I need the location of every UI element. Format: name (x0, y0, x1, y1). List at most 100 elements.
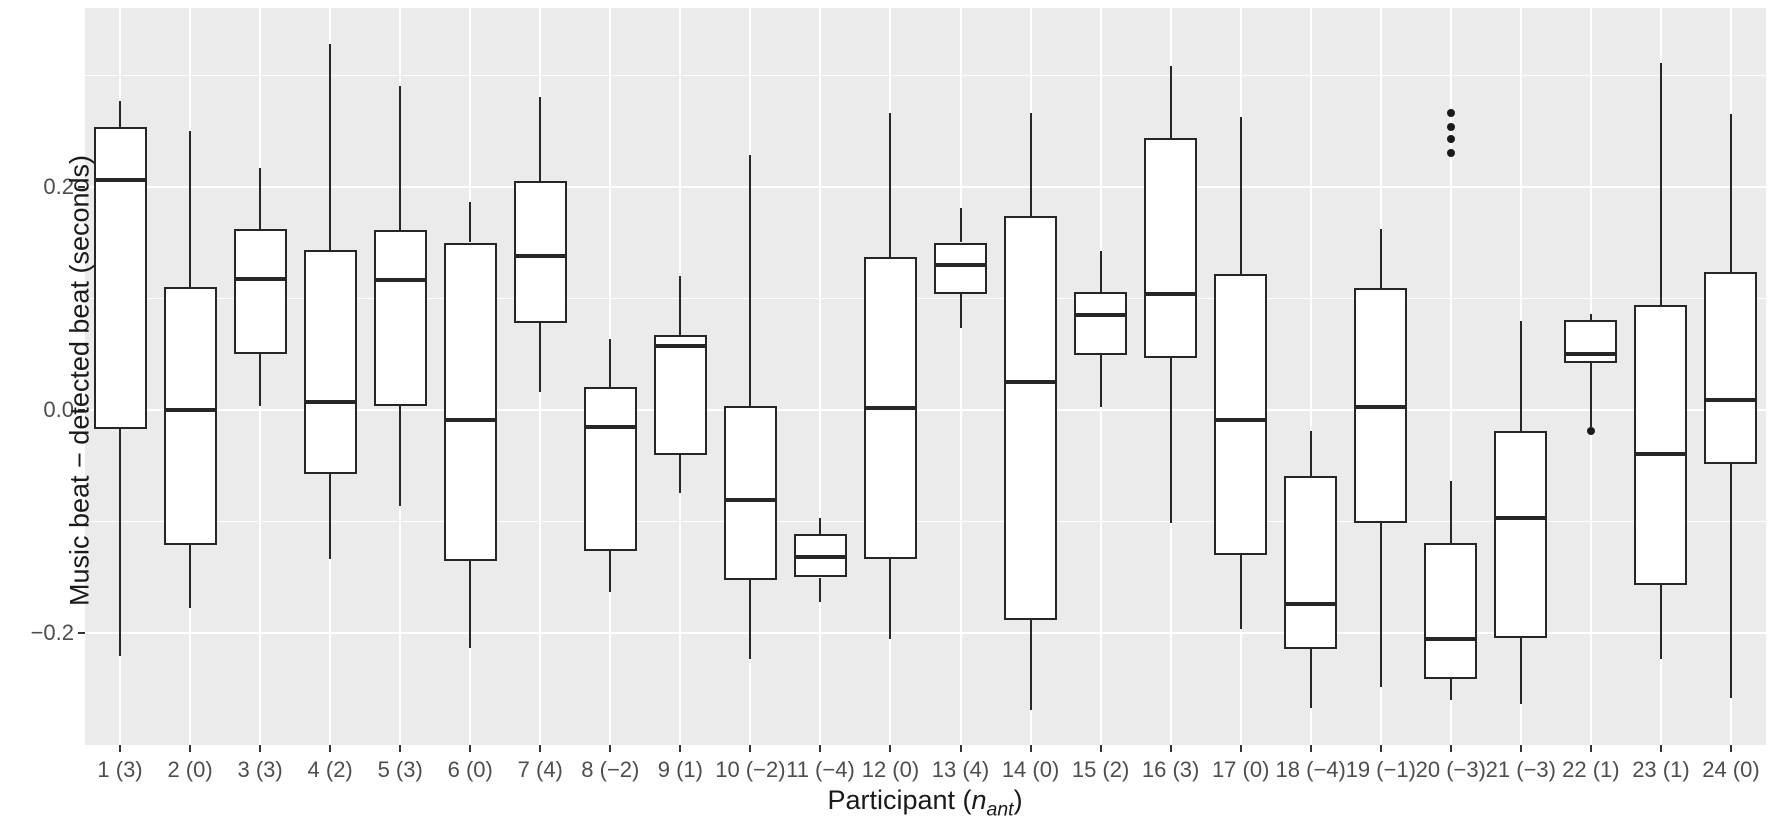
x-tick-mark (749, 745, 752, 752)
y-tick-label: 0.0 (43, 397, 74, 422)
lower-whisker (1449, 679, 1452, 701)
x-axis-title-prefix: Participant ( (827, 785, 972, 815)
lower-whisker (609, 550, 612, 592)
lower-whisker (679, 454, 682, 493)
median-line (723, 498, 777, 503)
x-axis-title-suffix: ) (1013, 785, 1023, 815)
x-tick-label: 11 (−4) (786, 757, 855, 782)
x-tick-mark (1379, 745, 1382, 752)
outlier-dot (1446, 123, 1455, 132)
x-tick-label: 18 (−4) (1275, 757, 1346, 782)
x-tick-mark (959, 745, 962, 752)
x-tick-label: 4 (2) (307, 757, 353, 782)
minor-gridline (85, 521, 1766, 523)
median-line (1284, 602, 1338, 607)
x-tick-label: 16 (3) (1141, 757, 1200, 782)
x-tick-mark (609, 745, 612, 752)
x-tick-label: 9 (1) (657, 757, 703, 782)
upper-whisker (1729, 114, 1732, 272)
x-tick-label: 13 (4) (931, 757, 990, 782)
lower-whisker (1589, 363, 1592, 427)
x-tick-mark (1519, 745, 1522, 752)
median-line (1144, 291, 1198, 296)
median-line (793, 555, 847, 560)
upper-whisker (1309, 431, 1312, 476)
upper-whisker (679, 276, 682, 336)
major-gridline (85, 632, 1766, 635)
median-line (233, 277, 287, 282)
x-tick-mark (399, 745, 402, 752)
boxplot-box (443, 242, 497, 561)
boxplot-box (653, 335, 707, 455)
x-tick-label: 20 (−3) (1415, 757, 1486, 782)
x-tick-label: 23 (1) (1632, 757, 1690, 782)
boxplot-box (1564, 319, 1618, 364)
upper-whisker (119, 100, 122, 128)
x-tick-mark (1099, 745, 1102, 752)
upper-whisker (1379, 229, 1382, 289)
upper-whisker (1519, 320, 1522, 432)
x-tick-mark (889, 745, 892, 752)
x-tick-mark (1729, 745, 1732, 752)
upper-whisker (539, 97, 542, 182)
x-tick-label: 1 (3) (97, 757, 143, 782)
y-tick-label: 0.2 (43, 173, 74, 199)
x-tick-label: 5 (3) (377, 757, 423, 782)
lower-whisker (329, 473, 332, 559)
major-gridline (85, 409, 1766, 411)
median-line (163, 408, 217, 412)
boxplot-box (1704, 271, 1758, 464)
boxplot-box (1284, 475, 1338, 649)
lower-whisker (1309, 648, 1312, 709)
x-tick-label: 17 (0) (1211, 757, 1270, 782)
median-line (513, 253, 567, 258)
plot-panel (85, 8, 1766, 745)
y-tick-mark (78, 409, 85, 411)
boxplot-box (583, 386, 637, 551)
lower-whisker (189, 545, 192, 608)
x-tick-label: 21 (−3) (1485, 757, 1557, 782)
median-line (1564, 352, 1618, 357)
lower-whisker (259, 354, 262, 406)
x-tick-mark (1239, 745, 1242, 752)
y-tick-label: −0.2 (30, 620, 74, 646)
boxplot-box (163, 287, 217, 546)
boxplot-box (1004, 215, 1058, 620)
median-line (653, 344, 707, 349)
outlier-dot (1446, 149, 1455, 158)
boxplot-box (303, 250, 357, 474)
lower-whisker (819, 577, 822, 603)
median-line (583, 424, 637, 429)
x-tick-label: 7 (4) (517, 757, 563, 782)
lower-whisker (1029, 619, 1032, 711)
vertical-gridline (1449, 8, 1452, 745)
x-tick-mark (1309, 745, 1312, 752)
upper-whisker (469, 202, 472, 243)
lower-whisker (539, 322, 542, 393)
x-tick-mark (119, 745, 122, 752)
upper-whisker (189, 130, 192, 288)
x-tick-mark (1659, 745, 1662, 752)
x-tick-mark (189, 745, 192, 752)
boxplot-box (513, 181, 567, 323)
lower-whisker (1519, 637, 1522, 704)
x-tick-label: 2 (0) (167, 757, 213, 782)
boxplot-box (1144, 137, 1198, 358)
boxplot-box (1074, 291, 1128, 356)
median-line (303, 400, 357, 405)
x-tick-label: 6 (0) (447, 757, 493, 782)
lower-whisker (959, 293, 962, 329)
median-line (373, 278, 427, 283)
upper-whisker (1239, 117, 1242, 274)
upper-whisker (609, 338, 612, 387)
x-tick-mark (329, 745, 332, 752)
x-tick-label: 10 (−2) (715, 757, 786, 782)
median-line (1074, 313, 1128, 318)
x-tick-mark (539, 745, 542, 752)
x-tick-label: 22 (1) (1562, 757, 1620, 782)
outlier-dot (1446, 134, 1455, 143)
x-axis-title: Participant (nant) (827, 785, 1022, 821)
y-tick-mark (78, 185, 85, 188)
median-line (1004, 380, 1058, 385)
